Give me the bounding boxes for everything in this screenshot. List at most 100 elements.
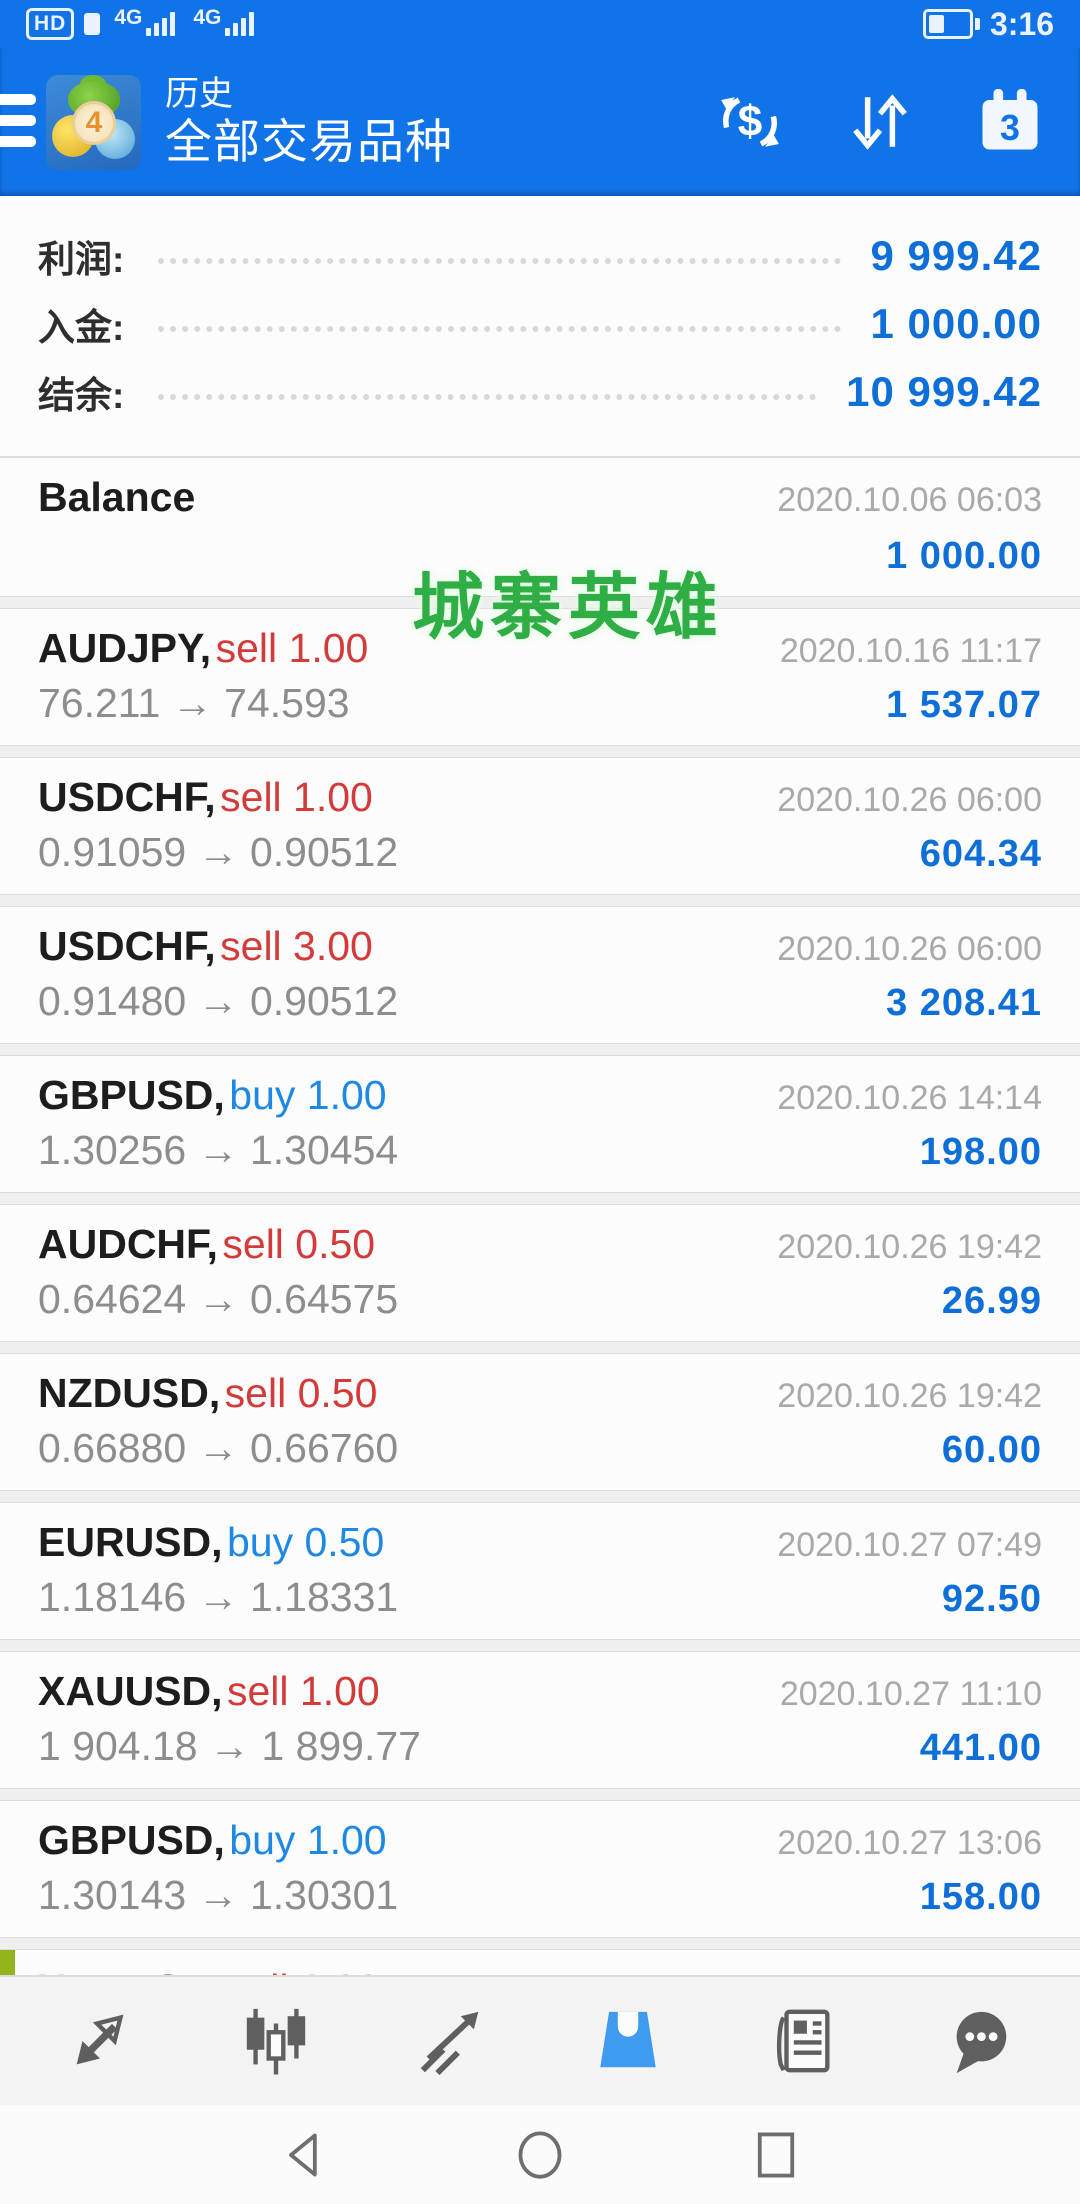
trade-prices: 0.66880 → 0.66760 xyxy=(38,1425,399,1471)
charts-tab-icon[interactable] xyxy=(232,1997,320,2085)
trade-side-volume: sell 3.00 xyxy=(220,923,373,969)
trade-profit: 26.99 xyxy=(941,1280,1042,1322)
trade-tab-icon[interactable] xyxy=(408,1997,496,2085)
trade-row[interactable]: AUDJPY, sell 1.00 2020.10.16 11:17 76.21… xyxy=(0,609,1080,745)
balance-entry-row[interactable]: Balance 2020.10.06 06:03 1 000.00 xyxy=(0,458,1080,596)
signal-2: 4G xyxy=(193,7,255,36)
trade-profit: 198.00 xyxy=(919,1131,1042,1173)
profit-value: 9 999.42 xyxy=(870,232,1042,279)
trade-row[interactable]: EURUSD, buy 0.50 2020.10.27 07:49 1.1814… xyxy=(0,1503,1080,1639)
trade-side-volume: buy 0.50 xyxy=(226,1519,385,1565)
trade-title: AUDCHF, sell 0.50 xyxy=(38,1221,375,1268)
bottom-toolbar xyxy=(0,1975,1080,2105)
status-bar: HD 4G 4G 3:16 xyxy=(0,0,1080,48)
android-nav-bar xyxy=(0,2105,1080,2204)
history-tab-icon[interactable] xyxy=(584,1997,672,2085)
trade-prices: 1.30256 → 1.30454 xyxy=(38,1127,399,1173)
trade-symbol: NZDUSD, xyxy=(38,1370,221,1416)
trade-row[interactable]: AUDCHF, sell 0.50 2020.10.26 19:42 0.646… xyxy=(0,1205,1080,1341)
svg-text:$: $ xyxy=(738,97,762,146)
recents-button-icon[interactable] xyxy=(746,2125,806,2185)
trade-symbol: USDCHF, xyxy=(38,923,216,969)
app-header: 4 历史 全部交易品种 $ xyxy=(0,48,1080,196)
trade-side-volume: buy 1.00 xyxy=(229,1072,387,1118)
trade-side-volume: sell 1.00 xyxy=(227,1966,380,1975)
trade-datetime: 2020.10.26 19:42 xyxy=(777,1377,1042,1415)
dotted-leader xyxy=(158,394,817,400)
calendar-badge: 3 xyxy=(1000,108,1020,148)
trade-profit: 441.00 xyxy=(919,1727,1042,1769)
currency-exchange-icon[interactable]: $ xyxy=(714,86,786,158)
trade-title: XAUUSD, sell 1.00 xyxy=(38,1966,380,1975)
messages-tab-icon[interactable] xyxy=(936,1997,1024,2085)
home-button-icon[interactable] xyxy=(510,2125,570,2185)
trade-profit: 1 537.07 xyxy=(886,684,1042,726)
trade-datetime: 2020.10.27 07:49 xyxy=(777,1526,1042,1564)
summary-balance-row: 结余: 10 999.42 xyxy=(38,358,1042,426)
trade-symbol: GBPUSD, xyxy=(38,1072,225,1118)
calendar-icon[interactable]: 3 xyxy=(974,86,1046,158)
history-list: Balance 2020.10.06 06:03 1 000.00 AUDJPY… xyxy=(0,458,1080,1975)
trade-prices: 76.211 → 74.593 xyxy=(38,680,350,726)
trade-prices: 1 904.18 → 1 899.77 xyxy=(38,1723,421,1769)
trade-datetime: 2020.10.27 11:10 xyxy=(779,1675,1042,1713)
hd-badge: HD xyxy=(26,8,75,40)
quotes-tab-icon[interactable] xyxy=(56,1997,144,2085)
trade-row[interactable]: USDCHF, sell 1.00 2020.10.26 06:00 0.910… xyxy=(0,758,1080,894)
signal-bars-icon xyxy=(225,12,255,36)
balance-value: 10 999.42 xyxy=(846,368,1042,415)
dotted-leader xyxy=(158,258,841,264)
trade-side-volume: sell 1.00 xyxy=(215,625,369,671)
summary-profit-row: 利润: 9 999.42 xyxy=(38,222,1042,290)
summary-deposit-row: 入金: 1 000.00 xyxy=(38,290,1042,358)
header-titles: 历史 全部交易品种 xyxy=(165,74,453,170)
sort-arrows-icon[interactable] xyxy=(844,86,916,158)
profit-label: 利润: xyxy=(38,239,125,280)
trade-row[interactable]: GBPUSD, buy 1.00 2020.10.26 14:14 1.3025… xyxy=(0,1056,1080,1192)
trade-profit: 158.00 xyxy=(919,1876,1042,1918)
news-tab-icon[interactable] xyxy=(760,1997,848,2085)
clock: 3:16 xyxy=(989,5,1054,42)
trade-side-volume: sell 0.50 xyxy=(222,1221,376,1267)
trade-profit: 92.50 xyxy=(941,1578,1042,1620)
trade-datetime: 2020.10.26 14:14 xyxy=(777,1079,1042,1117)
trade-title: USDCHF, sell 1.00 xyxy=(38,774,373,821)
balance-entry-value: 1 000.00 xyxy=(886,535,1042,577)
trade-prices: 1.30143 → 1.30301 xyxy=(38,1872,399,1918)
trade-title: NZDUSD, sell 0.50 xyxy=(38,1370,377,1417)
trade-row[interactable]: NZDUSD, sell 0.50 2020.10.26 19:42 0.668… xyxy=(0,1354,1080,1490)
trade-prices: 0.91480 → 0.90512 xyxy=(38,978,399,1024)
menu-icon[interactable] xyxy=(0,94,36,147)
sim-icon xyxy=(84,13,101,35)
trade-prices: 0.64624 → 0.64575 xyxy=(38,1276,399,1322)
deposit-label: 入金: xyxy=(38,307,125,348)
battery-icon xyxy=(922,9,980,39)
balance-entry-datetime: 2020.10.06 06:03 xyxy=(777,481,1042,519)
trade-side-volume: sell 0.50 xyxy=(224,1370,378,1416)
page-subtitle: 全部交易品种 xyxy=(165,115,453,168)
trade-prices: 0.91059 → 0.90512 xyxy=(38,829,399,875)
trade-datetime: 2020.10.26 19:42 xyxy=(777,1228,1042,1266)
trade-title: EURUSD, buy 0.50 xyxy=(38,1519,384,1566)
account-summary: 利润: 9 999.42 入金: 1 000.00 结余: 10 999.42 … xyxy=(0,196,1080,648)
dotted-leader xyxy=(158,326,841,332)
trade-row[interactable]: XAUUSD, sell 1.00 2020.10.28 14:01 1 898… xyxy=(0,1950,1080,1975)
back-button-icon[interactable] xyxy=(274,2125,334,2185)
trade-symbol: AUDJPY, xyxy=(38,625,212,671)
signal-bars-icon xyxy=(146,12,176,36)
trade-side-volume: sell 1.00 xyxy=(226,1668,380,1714)
trade-symbol: USDCHF, xyxy=(38,774,216,820)
trade-title: GBPUSD, buy 1.00 xyxy=(38,1817,387,1864)
trade-datetime: 2020.10.27 13:06 xyxy=(777,1824,1042,1862)
trade-row[interactable]: GBPUSD, buy 1.00 2020.10.27 13:06 1.3014… xyxy=(0,1801,1080,1937)
trade-profit: 60.00 xyxy=(941,1429,1042,1471)
mt4-app-icon: 4 xyxy=(46,74,141,170)
trade-row[interactable]: USDCHF, sell 3.00 2020.10.26 06:00 0.914… xyxy=(0,907,1080,1043)
trade-prices: 1.18146 → 1.18331 xyxy=(38,1574,399,1620)
trade-side-volume: buy 1.00 xyxy=(229,1817,387,1863)
trade-datetime: 2020.10.26 06:00 xyxy=(777,781,1042,819)
trade-row[interactable]: XAUUSD, sell 1.00 2020.10.27 11:10 1 904… xyxy=(0,1652,1080,1788)
trade-symbol: XAUUSD, xyxy=(38,1966,223,1975)
trade-datetime: 2020.10.28 14:01 xyxy=(777,1973,1042,1975)
trade-side-volume: sell 1.00 xyxy=(220,774,373,820)
